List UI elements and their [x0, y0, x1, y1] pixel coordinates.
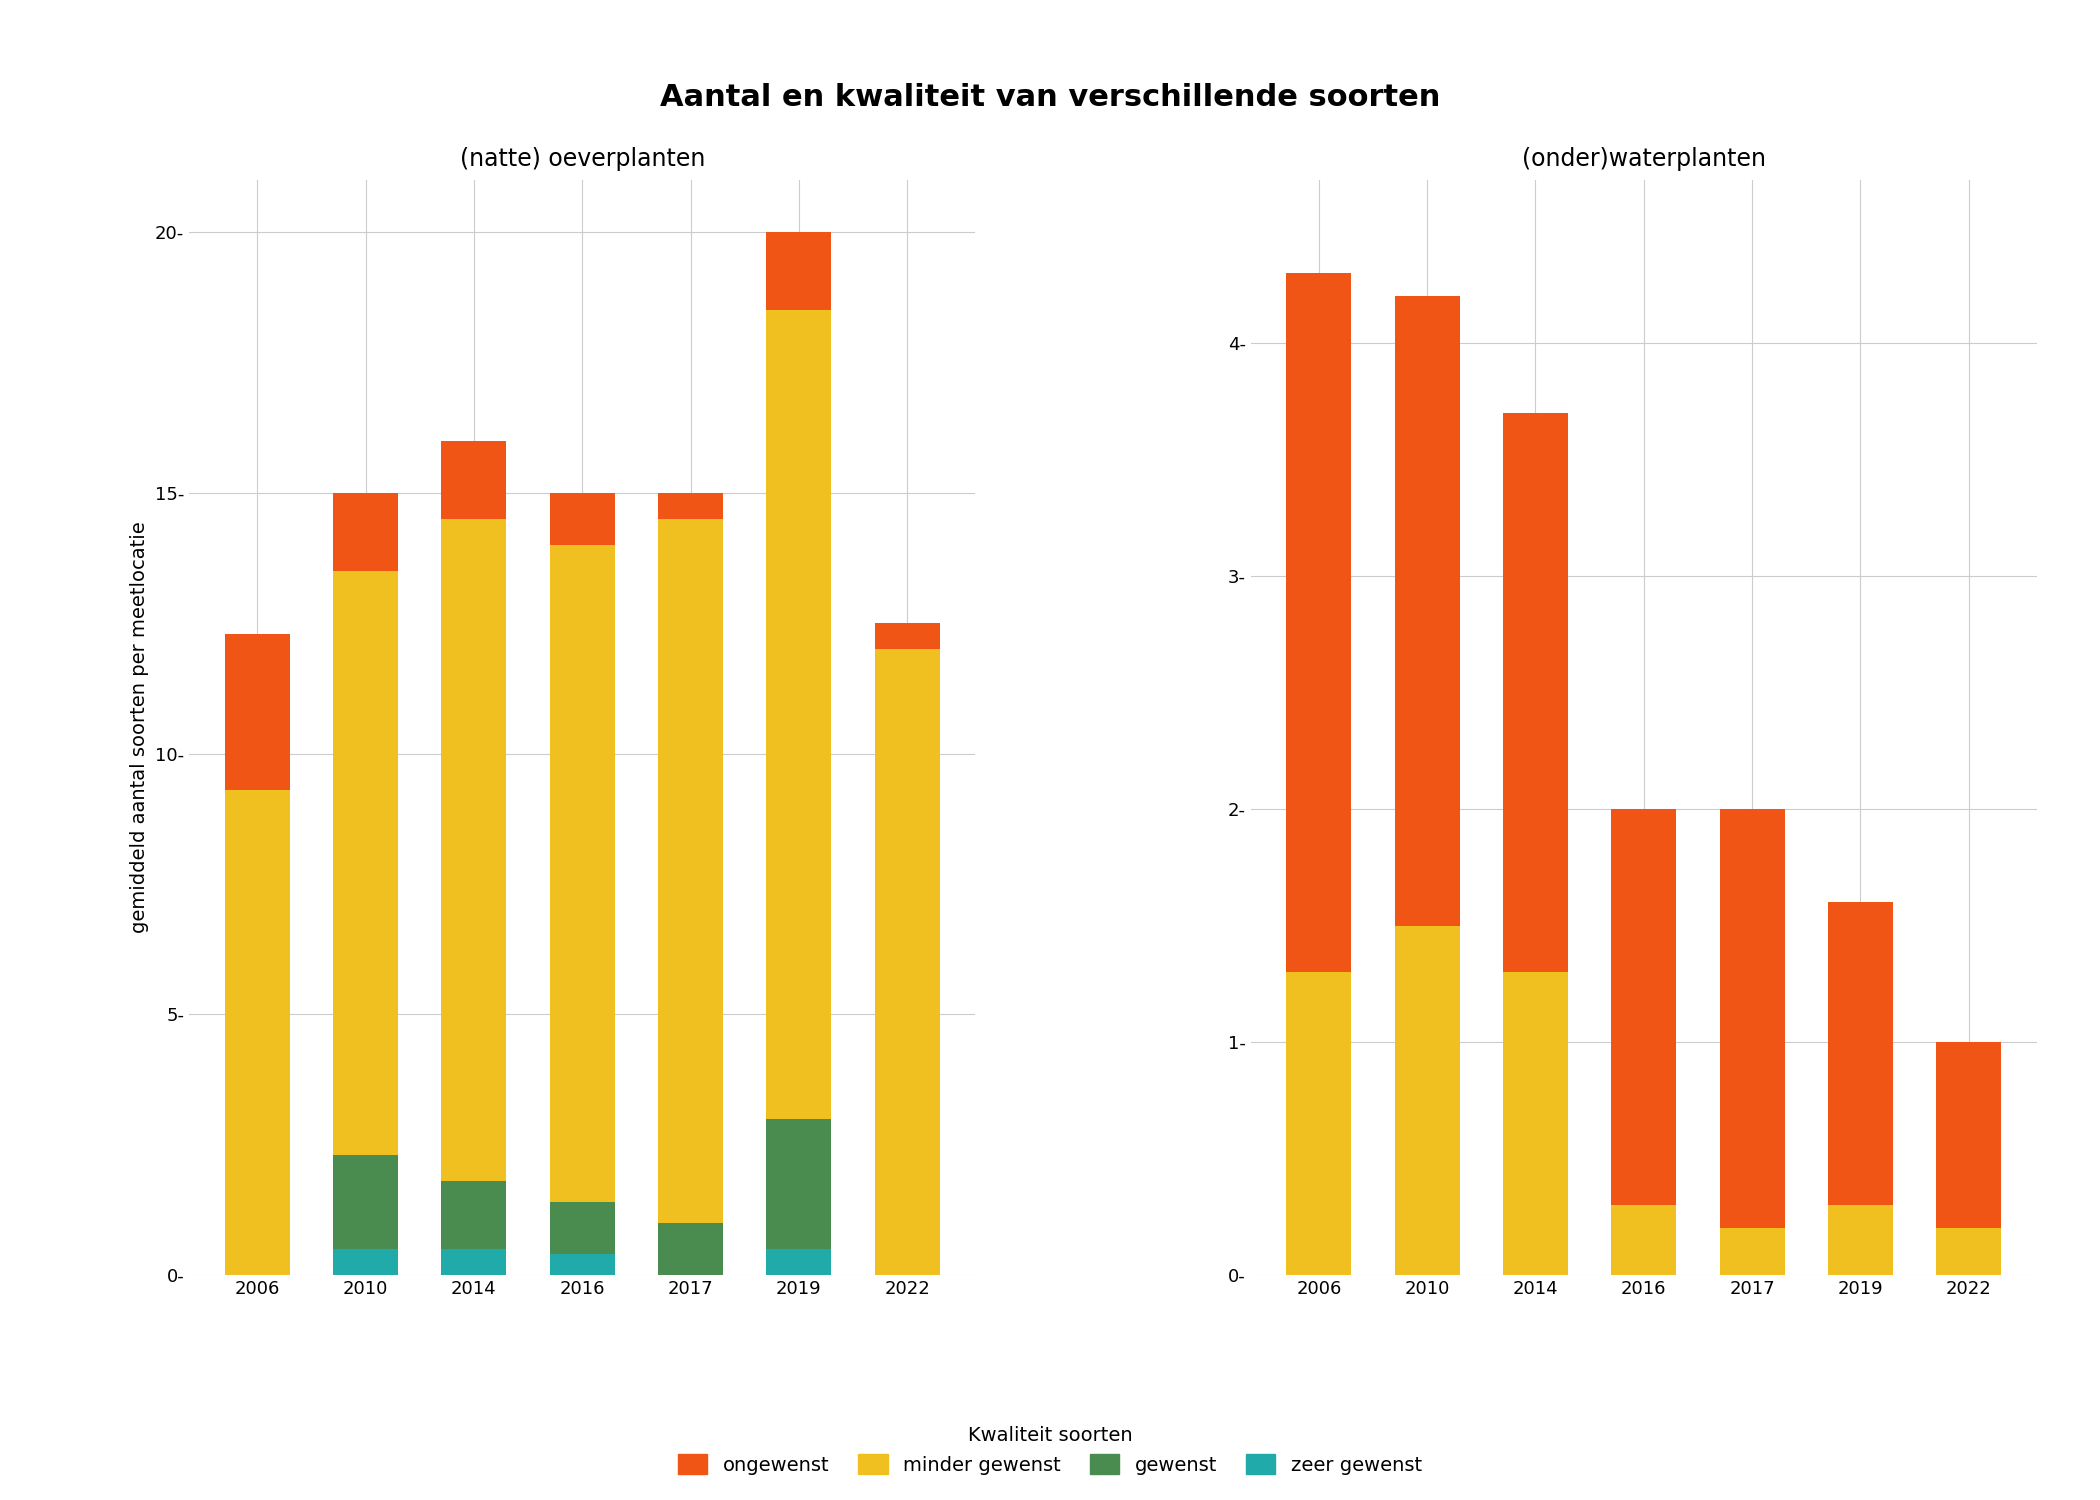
Bar — [334, 572, 399, 1155]
Bar — [766, 1250, 832, 1275]
Bar — [441, 1250, 506, 1275]
Bar — [334, 1250, 399, 1275]
Bar — [550, 1202, 615, 1254]
Bar — [1504, 413, 1569, 972]
Bar — [766, 232, 832, 310]
Bar — [1936, 1228, 2001, 1275]
Title: (natte) oeverplanten: (natte) oeverplanten — [460, 147, 706, 171]
Bar — [874, 622, 939, 650]
Bar — [657, 494, 722, 519]
Bar — [334, 1155, 399, 1250]
Title: (onder)waterplanten: (onder)waterplanten — [1522, 147, 1766, 171]
Bar — [1611, 808, 1676, 1204]
Bar — [441, 441, 506, 519]
Bar — [1504, 972, 1569, 1275]
Bar — [1720, 1228, 1785, 1275]
Bar — [441, 519, 506, 1180]
Bar — [1720, 808, 1785, 1228]
Bar — [225, 790, 290, 1275]
Bar — [550, 1254, 615, 1275]
Bar — [1827, 902, 1892, 1204]
Bar — [657, 1222, 722, 1275]
Bar — [1394, 297, 1460, 926]
Bar — [334, 494, 399, 572]
Y-axis label: gemiddeld aantal soorten per meetlocatie: gemiddeld aantal soorten per meetlocatie — [130, 522, 149, 933]
Bar — [766, 310, 832, 1119]
Bar — [1394, 926, 1460, 1275]
Bar — [657, 519, 722, 1222]
Text: Aantal en kwaliteit van verschillende soorten: Aantal en kwaliteit van verschillende so… — [659, 82, 1441, 111]
Bar — [766, 1119, 832, 1250]
Bar — [1287, 273, 1352, 972]
Bar — [1827, 1204, 1892, 1275]
Bar — [225, 633, 290, 790]
Bar — [550, 494, 615, 544]
Bar — [550, 544, 615, 1202]
Bar — [874, 650, 939, 1275]
Legend: ongewenst, minder gewenst, gewenst, zeer gewenst: ongewenst, minder gewenst, gewenst, zeer… — [670, 1418, 1430, 1484]
Bar — [1936, 1042, 2001, 1228]
Bar — [1611, 1204, 1676, 1275]
Bar — [1287, 972, 1352, 1275]
Bar — [441, 1180, 506, 1250]
